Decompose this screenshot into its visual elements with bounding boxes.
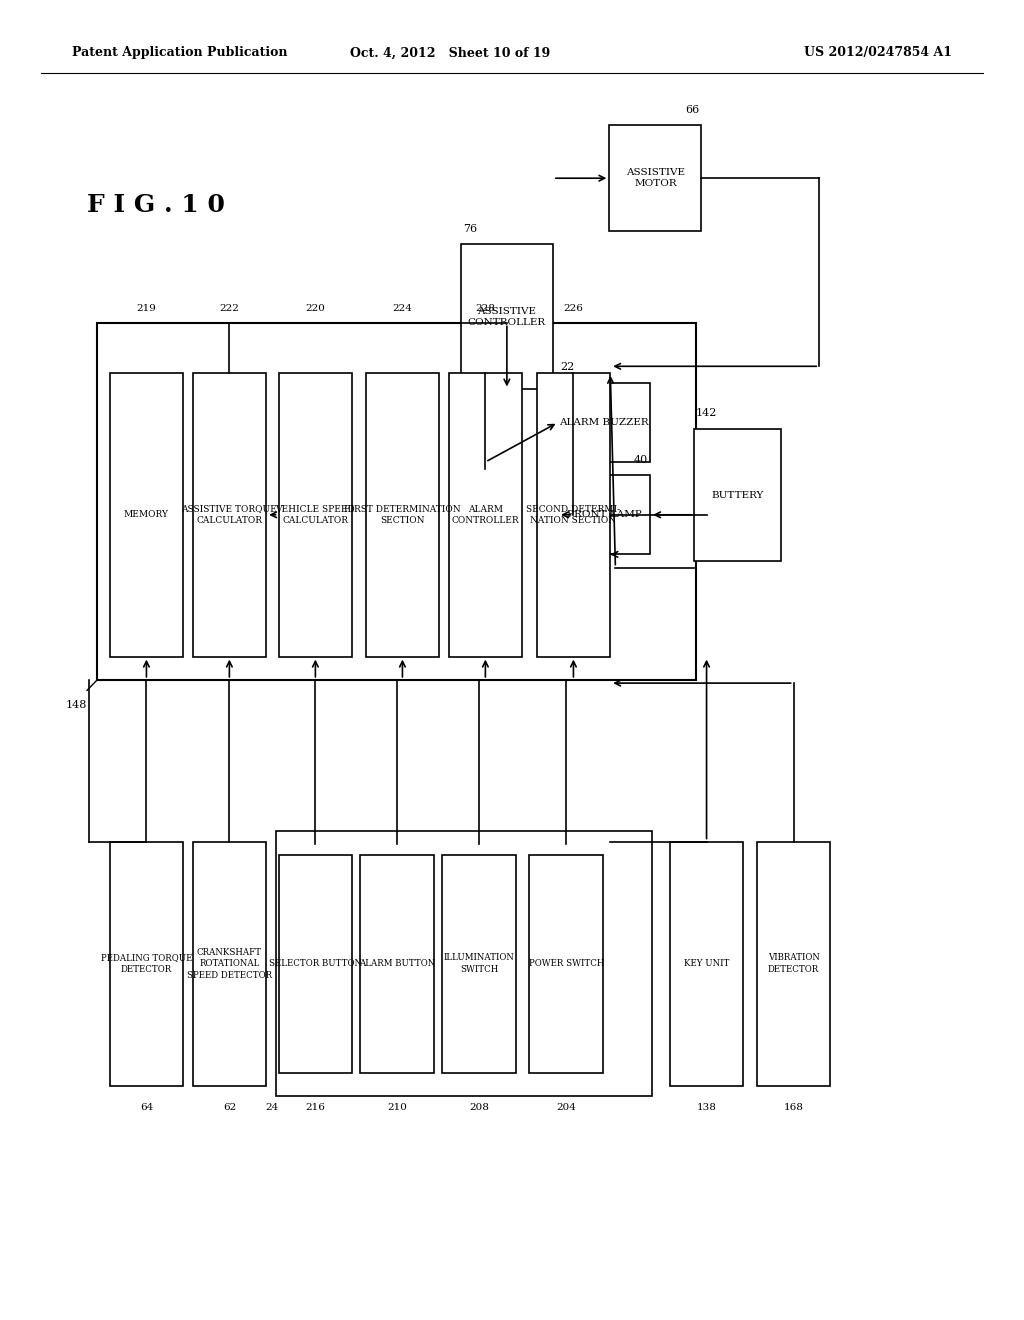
- Bar: [694, 429, 780, 561]
- Text: FIRST DETERMINATION
SECTION: FIRST DETERMINATION SECTION: [344, 504, 461, 525]
- Text: BUTTERY: BUTTERY: [711, 491, 764, 499]
- Bar: [279, 374, 352, 657]
- Text: Patent Application Publication: Patent Application Publication: [72, 46, 287, 59]
- Text: 222: 222: [219, 304, 240, 313]
- Text: SECOND DETERMI-
NATION SECTION: SECOND DETERMI- NATION SECTION: [526, 504, 621, 525]
- Text: 142: 142: [696, 408, 717, 418]
- Text: 224: 224: [392, 304, 413, 313]
- Bar: [449, 374, 522, 657]
- Text: 168: 168: [783, 1104, 804, 1111]
- Text: ALARM BUTTON: ALARM BUTTON: [359, 960, 435, 968]
- Text: 66: 66: [685, 104, 699, 115]
- Text: ILLUMINATION
SWITCH: ILLUMINATION SWITCH: [443, 953, 515, 974]
- Bar: [461, 244, 553, 389]
- Text: US 2012/0247854 A1: US 2012/0247854 A1: [804, 46, 952, 59]
- Text: SELECTOR BUTTON: SELECTOR BUTTON: [269, 960, 361, 968]
- Bar: [442, 855, 516, 1072]
- Text: FRONT LAMP: FRONT LAMP: [567, 511, 641, 519]
- Text: ALARM
CONTROLLER: ALARM CONTROLLER: [452, 504, 519, 525]
- Bar: [193, 374, 266, 657]
- Text: ASSISTIVE
CONTROLLER: ASSISTIVE CONTROLLER: [468, 306, 546, 327]
- Text: F I G . 1 0: F I G . 1 0: [87, 193, 225, 216]
- Text: 204: 204: [556, 1104, 577, 1111]
- Text: 148: 148: [66, 700, 87, 710]
- Text: ASSISTIVE TORQUE
CALCULATOR: ASSISTIVE TORQUE CALCULATOR: [181, 504, 278, 525]
- Text: 64: 64: [140, 1104, 153, 1111]
- Bar: [609, 125, 701, 231]
- Text: 40: 40: [634, 454, 648, 465]
- Bar: [670, 842, 743, 1085]
- Text: 220: 220: [305, 304, 326, 313]
- Text: POWER SWITCH: POWER SWITCH: [528, 960, 604, 968]
- Bar: [757, 842, 830, 1085]
- Text: 216: 216: [305, 1104, 326, 1111]
- Text: 62: 62: [223, 1104, 236, 1111]
- Text: PEDALING TORQUE
DETECTOR: PEDALING TORQUE DETECTOR: [100, 953, 193, 974]
- Bar: [529, 855, 603, 1072]
- Bar: [276, 832, 652, 1096]
- Text: 24: 24: [265, 1104, 279, 1111]
- Bar: [110, 842, 183, 1085]
- Bar: [110, 374, 183, 657]
- Bar: [558, 475, 650, 554]
- Text: 138: 138: [696, 1104, 717, 1111]
- Text: ASSISTIVE
MOTOR: ASSISTIVE MOTOR: [626, 168, 685, 189]
- Text: KEY UNIT: KEY UNIT: [684, 960, 729, 968]
- Bar: [558, 383, 650, 462]
- Text: Oct. 4, 2012   Sheet 10 of 19: Oct. 4, 2012 Sheet 10 of 19: [350, 46, 551, 59]
- Text: 219: 219: [136, 304, 157, 313]
- Text: VEHICLE SPEED
CALCULATOR: VEHICLE SPEED CALCULATOR: [275, 504, 355, 525]
- Text: 22: 22: [560, 362, 574, 372]
- Text: MEMORY: MEMORY: [124, 511, 169, 519]
- Bar: [537, 374, 610, 657]
- Bar: [97, 323, 696, 680]
- Bar: [366, 374, 439, 657]
- Text: ALARM BUZZER: ALARM BUZZER: [559, 418, 649, 426]
- Text: 210: 210: [387, 1104, 408, 1111]
- Bar: [360, 855, 434, 1072]
- Bar: [279, 855, 352, 1072]
- Text: VIBRATION
DETECTOR: VIBRATION DETECTOR: [768, 953, 819, 974]
- Text: CRANKSHAFT
ROTATIONAL
SPEED DETECTOR: CRANKSHAFT ROTATIONAL SPEED DETECTOR: [186, 948, 272, 979]
- Text: 228: 228: [475, 304, 496, 313]
- Bar: [193, 842, 266, 1085]
- Text: 226: 226: [563, 304, 584, 313]
- Text: 76: 76: [463, 223, 477, 234]
- Text: 208: 208: [469, 1104, 489, 1111]
